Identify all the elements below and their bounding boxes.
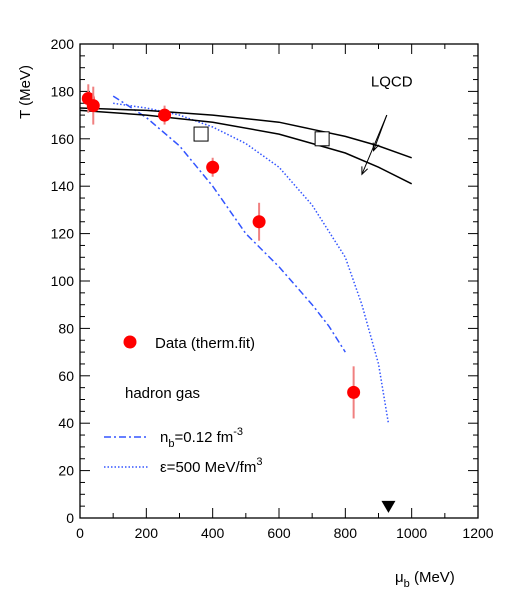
x-tick-label: 800 — [334, 525, 358, 541]
x-axis-title-symbol: μ — [395, 569, 404, 586]
y-tick-label: 180 — [51, 83, 75, 99]
x-tick-label: 1200 — [462, 525, 493, 541]
data-point — [86, 99, 100, 113]
y-tick-label: 20 — [58, 463, 74, 479]
x-tick-label: 400 — [201, 525, 225, 541]
data-point — [252, 215, 266, 229]
y-tick-label: 60 — [58, 368, 74, 384]
lqcd-curve — [79, 109, 413, 185]
y-tick-label: 80 — [58, 320, 74, 336]
legend-group-title: hadron gas — [125, 385, 200, 402]
y-tick-label: 120 — [51, 226, 75, 242]
x-tick-label: 600 — [267, 525, 291, 541]
y-tick-label: 140 — [51, 178, 75, 194]
legend: Data (therm.fit) hadron gas nb=0.12 fm-3… — [104, 335, 262, 476]
legend-nb-mid: =0.12 fm — [174, 429, 233, 446]
data-point — [206, 160, 220, 174]
legend-eps-label: ε=500 MeV/fm3 — [160, 456, 262, 476]
x-axis-title-subscript: b — [404, 578, 410, 590]
axes: 0 200 400 600 800 1000 1200 0 20 40 60 80 100 120 140 1… — [51, 36, 494, 541]
legend-eps-main: ε=500 MeV/fm — [160, 459, 256, 476]
legend-data-label: Data (therm.fit) — [155, 335, 255, 352]
x-tick-label: 200 — [135, 525, 159, 541]
data-point — [158, 108, 172, 122]
annotation-arrowhead — [372, 142, 380, 152]
lqcd-annotation: LQCD — [371, 74, 413, 91]
x-axis-title: μb (MeV) — [395, 569, 455, 590]
legend-nb-label: nb=0.12 fm-3 — [160, 426, 243, 450]
y-tick-label: 160 — [51, 131, 75, 147]
y-tick-label: 100 — [51, 273, 75, 289]
legend-nb-n: n — [160, 429, 168, 446]
x-tick-label: 1000 — [396, 525, 427, 541]
lqcd-open-square — [193, 126, 209, 142]
y-axis-title: T (MeV) — [17, 65, 34, 119]
y-tick-label: 40 — [58, 415, 74, 431]
annotation-arrowhead — [361, 166, 368, 176]
lqcd-open-square — [314, 131, 330, 147]
x-tick-label: 0 — [76, 525, 84, 541]
y-tick-label: 200 — [51, 36, 75, 52]
nuclear-matter-triangle-marker — [381, 500, 396, 513]
legend-nb-sup: -3 — [233, 426, 243, 438]
legend-eps-sup: 3 — [256, 456, 262, 468]
points — [81, 84, 396, 513]
data-point — [347, 385, 361, 399]
y-tick-label: 0 — [66, 510, 74, 526]
legend-nb-sub: b — [168, 438, 174, 450]
annotation-arrow-line — [361, 114, 388, 175]
legend-data-marker — [123, 335, 137, 349]
x-axis-title-unit: (MeV) — [410, 569, 455, 586]
